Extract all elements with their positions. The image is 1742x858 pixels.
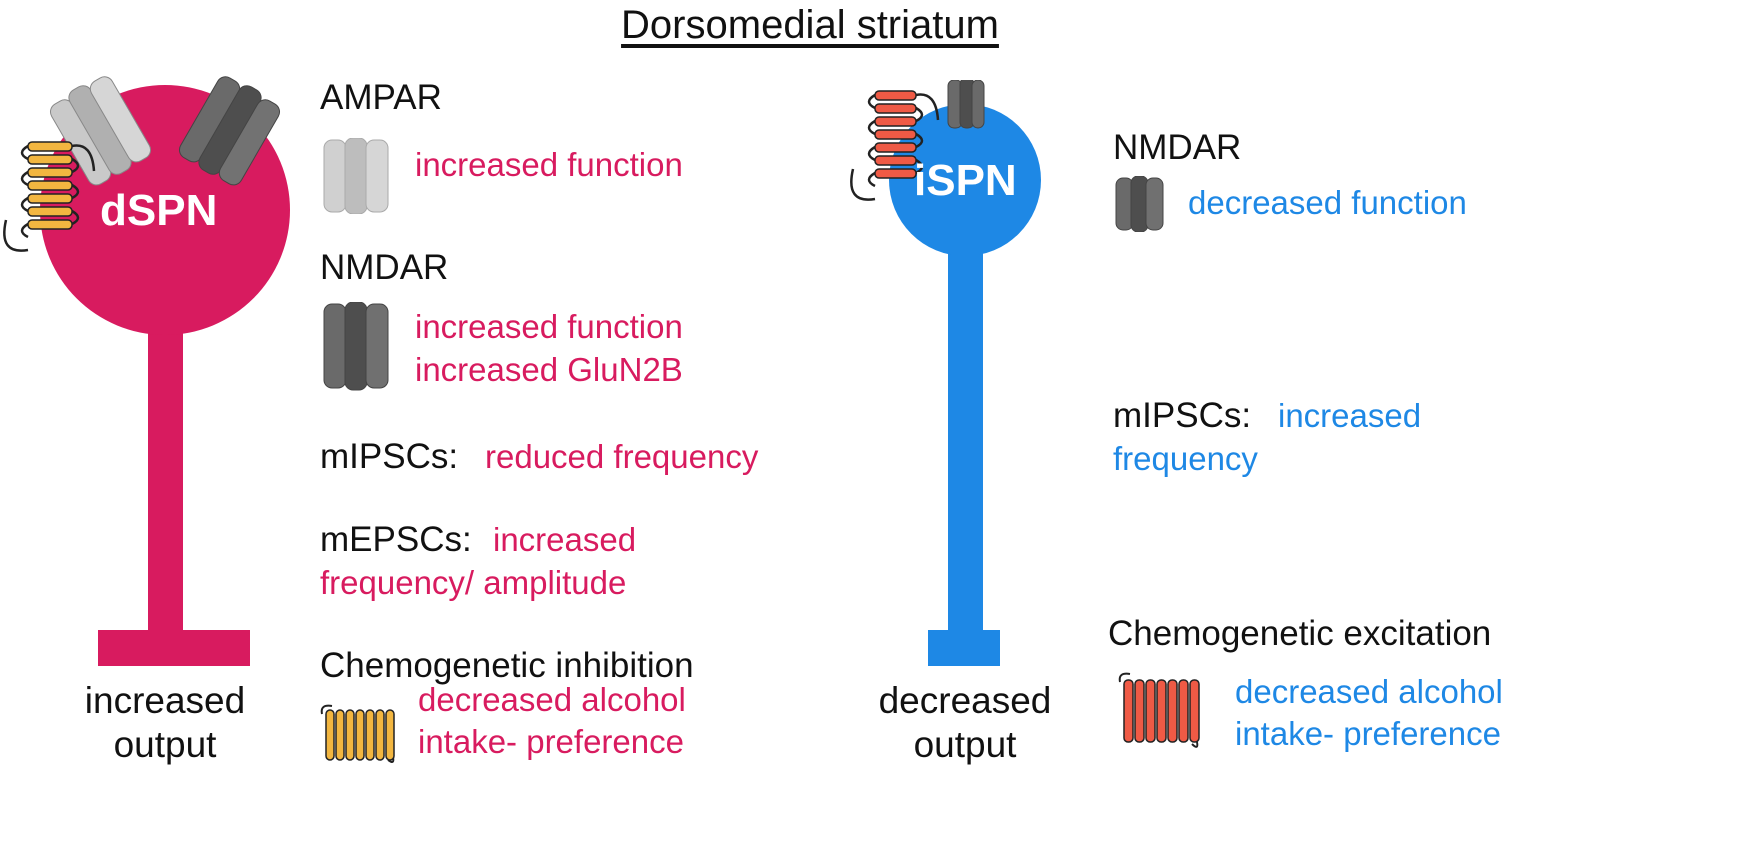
ispn-nmdar-icon: [1115, 176, 1164, 232]
chemo-inhibition-effect-1: decreased alcohol: [418, 681, 686, 718]
ampar-icon: [323, 138, 389, 214]
ampar-receptor-icon: [49, 76, 152, 186]
chemo-inhibition-heading: Chemogenetic inhibition: [320, 646, 694, 685]
ispn-output-line2: output: [913, 724, 1017, 765]
nmdar-effect-1: increased function: [415, 308, 683, 345]
ispn-soma: [889, 104, 1041, 256]
ispn-label: iSPN: [914, 156, 1017, 205]
dspn-output-line2: output: [113, 724, 217, 765]
nmdar-effect-2: increased GluN2B: [415, 351, 683, 388]
nmdar-heading: NMDAR: [320, 248, 449, 287]
ispn-output-line1: decreased: [878, 680, 1052, 721]
dspn-terminal: [98, 630, 250, 666]
ispn-mipscs-effect-2: frequency: [1113, 440, 1258, 477]
ispn-mipscs-heading: mIPSCs:: [1113, 396, 1252, 435]
dspn-output-line1: increased: [84, 680, 246, 721]
nmdar-receptor-icon: [178, 76, 281, 186]
dspn-mipscs-effect: reduced frequency: [485, 438, 759, 475]
excitatory-dreadd-icon: [850, 90, 940, 201]
mepscs-effect-1: increased: [493, 521, 637, 558]
figure-title: Dorsomedial striatum: [621, 3, 999, 47]
dspn-axon: [148, 320, 183, 640]
chemo-excitation-effect-1: decreased alcohol: [1235, 673, 1503, 710]
dspn-mipscs-heading: mIPSCs:: [320, 437, 459, 476]
inhibitory-dreadd-icon: [3, 141, 96, 252]
chemo-excitation-heading: Chemogenetic excitation: [1108, 614, 1492, 653]
mepscs-heading: mEPSCs:: [320, 520, 472, 559]
ispn-nmdar-effect: decreased function: [1188, 184, 1467, 221]
ispn-terminal: [928, 630, 1000, 666]
mepscs-effect-2: frequency/ amplitude: [320, 564, 627, 601]
nmdar-icon: [323, 302, 389, 391]
ispn-nmdar-heading: NMDAR: [1113, 128, 1242, 167]
ispn-neuron: [850, 80, 1041, 666]
chemo-excitation-effect-2: intake- preference: [1235, 715, 1501, 752]
inhibitory-dreadd-small-icon: [320, 704, 395, 763]
ispn-nmdar-receptor-icon: [947, 80, 985, 129]
ispn-mipscs-effect-1: increased: [1278, 397, 1422, 434]
dspn-label: dSPN: [100, 186, 218, 235]
ampar-effect: increased function: [415, 146, 683, 183]
ampar-heading: AMPAR: [320, 78, 442, 117]
ispn-axon: [948, 230, 983, 635]
dspn-neuron: [3, 76, 290, 666]
excitatory-dreadd-small-icon: [1118, 672, 1200, 748]
chemo-inhibition-effect-2: intake- preference: [418, 723, 684, 760]
